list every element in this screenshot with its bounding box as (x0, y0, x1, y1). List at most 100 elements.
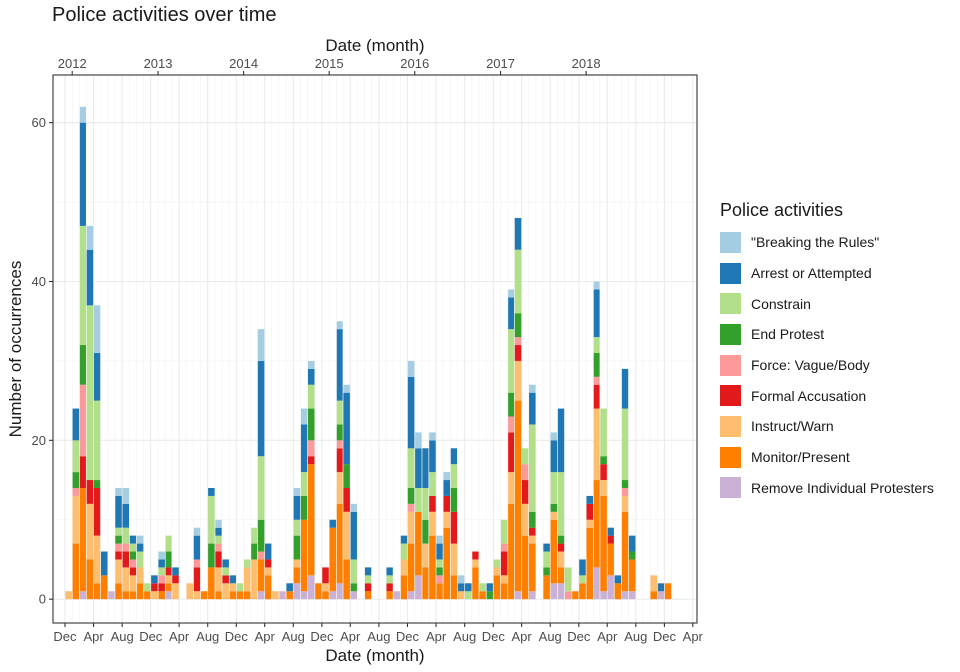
y-tick-label: 0 (39, 592, 46, 607)
bar-segment (129, 543, 137, 552)
bar-segment (307, 464, 315, 576)
bar-segment (158, 551, 165, 560)
bar-segment (307, 575, 315, 600)
bar-segment (129, 559, 137, 568)
bar-segment (436, 567, 443, 576)
x-top-tick-label: 2013 (144, 56, 173, 71)
legend-label: Force: Vague/Body (751, 357, 870, 374)
bar-segment (129, 575, 137, 592)
x-tick-label: Dec (310, 629, 334, 644)
bar-segment (72, 487, 80, 496)
x-top-tick-label: 2012 (58, 56, 87, 71)
bar-segment (286, 591, 293, 600)
chart-title: Police activities over time (52, 4, 277, 26)
bar-segment (172, 575, 179, 584)
bar-segment (621, 480, 629, 488)
bar-segment (86, 249, 94, 306)
bar-segment (115, 583, 122, 600)
bar-segment (86, 305, 94, 481)
bar-segment (429, 511, 436, 536)
bar-segment (293, 519, 301, 536)
bar-segment (529, 392, 536, 425)
bar-segment (472, 559, 479, 568)
bar-segment (514, 360, 522, 401)
bar-segment (657, 591, 665, 600)
bar-segment (129, 535, 137, 544)
bar-segment (600, 495, 607, 592)
bar-segment (251, 527, 258, 544)
bar-segment (100, 575, 108, 600)
bar-segment (364, 567, 372, 576)
bar-segment (450, 464, 458, 488)
bar-segment (115, 495, 122, 528)
bar-segment (165, 583, 172, 592)
bar-segment (122, 543, 130, 552)
bar-segment (257, 591, 265, 600)
bar-segment (429, 440, 436, 473)
bar-segment (508, 503, 515, 600)
bar-segment (265, 543, 272, 560)
bar-segment (579, 575, 586, 584)
bar-segment (215, 591, 222, 600)
bar-segment (407, 511, 415, 544)
bar-segment (600, 591, 607, 600)
bar-segment (500, 543, 508, 552)
bar-segment (122, 591, 130, 600)
bar-segment (350, 559, 357, 584)
bar-segment (614, 575, 622, 584)
bar-segment (400, 535, 408, 544)
bar-segment (600, 456, 607, 465)
bar-segment (93, 305, 101, 353)
bar-segment (457, 575, 465, 584)
bar-segment (407, 376, 415, 449)
bar-segment (307, 368, 315, 385)
bar-segment (336, 503, 343, 584)
bar-segment (251, 543, 258, 560)
bar-segment (215, 567, 222, 592)
bar-segment (93, 480, 101, 488)
bar-segment (407, 448, 415, 488)
x-top-tick-label: 2017 (486, 56, 515, 71)
bar-segment (265, 567, 272, 576)
bar-segment (514, 591, 522, 600)
bar-segment (514, 337, 522, 346)
bar-segment (386, 575, 393, 584)
legend-swatch (720, 323, 741, 345)
bar-segment (279, 591, 286, 600)
y-axis-title: Number of occurrences (6, 261, 25, 438)
bar-segment (500, 551, 508, 576)
bar-segment (343, 392, 350, 465)
bar-segment (79, 384, 86, 457)
bar-segment (136, 543, 144, 552)
bar-segment (500, 583, 508, 600)
bar-segment (593, 376, 600, 385)
x-tick-label: Apr (512, 629, 533, 644)
bar-segment (293, 567, 301, 584)
bar-segment (343, 464, 350, 488)
bar-segment (257, 329, 265, 361)
bar-segment (422, 487, 429, 520)
bar-segment (115, 527, 122, 536)
bar-segment (236, 591, 244, 600)
legend-item: Remove Individual Protesters (720, 473, 934, 504)
bar-segment (229, 583, 236, 592)
bar-segment (436, 575, 443, 584)
legend-item: Formal Accusation (720, 380, 934, 411)
bar-segment (543, 575, 550, 600)
bar-segment (593, 289, 600, 338)
bar-segment (300, 408, 308, 425)
bar-segment (79, 487, 86, 592)
bar-segment (350, 503, 357, 512)
bar-segment (407, 487, 415, 504)
bar-segment (550, 511, 558, 520)
bar-segment (521, 503, 529, 536)
x-top-tick-label: 2014 (229, 56, 258, 71)
x-tick-label: Dec (482, 629, 506, 644)
y-tick-label: 40 (32, 274, 46, 289)
legend-label: Remove Individual Protesters (751, 479, 934, 496)
bar-segment (158, 559, 165, 568)
bar-segment (493, 575, 501, 600)
bar-segment (465, 583, 472, 592)
bar-segment (621, 408, 629, 481)
bar-segment (607, 527, 614, 536)
